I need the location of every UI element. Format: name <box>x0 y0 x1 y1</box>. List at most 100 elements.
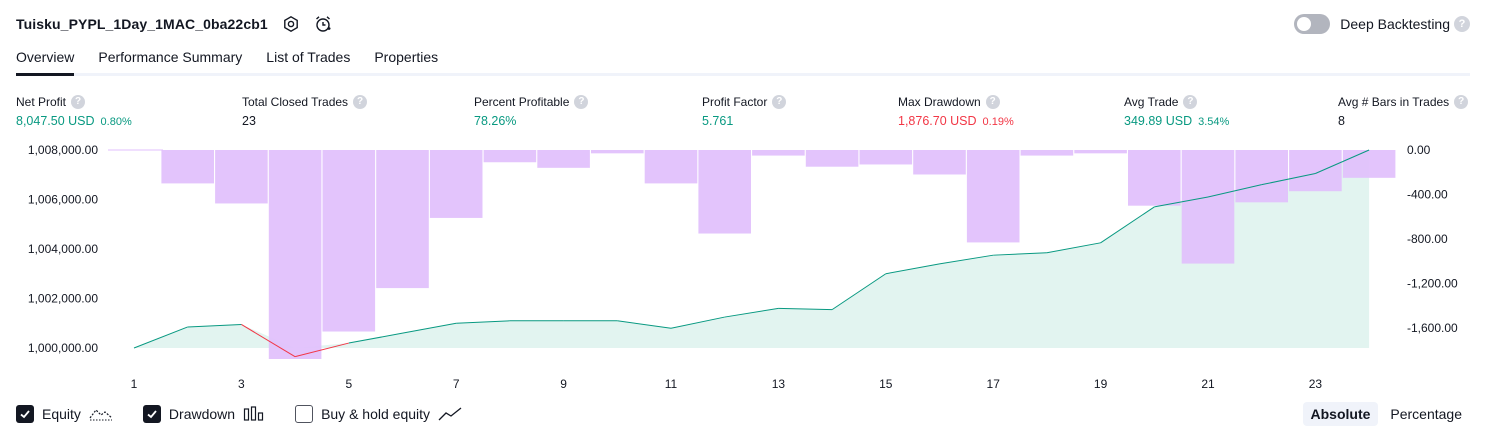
drawdown-bar <box>752 150 805 156</box>
right-axis-tick-label: 0.00 <box>1407 143 1431 157</box>
metric-percent: 0.80% <box>100 116 132 128</box>
metric-percent: 0.19% <box>982 116 1014 128</box>
equity-line-segment <box>348 332 403 344</box>
left-axis-tick-label: 1,002,000.00 <box>28 292 98 306</box>
metric-value: 8,047.50 USD <box>16 114 95 128</box>
x-axis-tick-label: 15 <box>879 377 893 391</box>
equity-line-segment <box>831 273 887 311</box>
drawdown-bar <box>698 150 751 234</box>
metric-total-closed-trades: Total Closed Trades? 23 <box>242 94 368 128</box>
right-axis-tick-label: -400.00 <box>1407 188 1448 202</box>
metric-value: 8 <box>1338 114 1345 128</box>
equity-line-segment <box>1207 184 1262 198</box>
drawdown-bar <box>966 150 1020 243</box>
equity-line-segment <box>1315 149 1370 174</box>
metric-label: Profit Factor <box>702 94 768 109</box>
legend-buy-hold[interactable]: Buy & hold equity <box>295 405 462 423</box>
legend-drawdown[interactable]: Drawdown <box>142 405 265 423</box>
tab-bar: Overview Performance Summary List of Tra… <box>16 46 1470 76</box>
equity-line-segment <box>617 320 672 329</box>
metric-value: 5.761 <box>702 114 734 128</box>
metric-label: Avg # Bars in Trades <box>1338 94 1450 109</box>
drawdown-checkbox[interactable] <box>142 405 161 423</box>
metric-net-profit: Net Profit? 8,047.50 USD 0.80% <box>16 94 132 128</box>
drawdown-bar <box>913 150 966 175</box>
help-icon[interactable]: ? <box>985 94 1000 109</box>
help-icon[interactable]: ? <box>772 94 787 109</box>
tab-list-of-trades[interactable]: List of Trades <box>266 49 351 65</box>
alarm-clock-icon[interactable] <box>312 13 334 35</box>
drawdown-bar <box>1235 150 1288 203</box>
drawdown-bar <box>805 150 859 167</box>
equity-line-segment <box>1046 242 1101 254</box>
help-icon[interactable]: ? <box>574 94 589 109</box>
strategy-title: Tuisku_PYPL_1Day_1MAC_0ba22cb1 <box>16 16 268 32</box>
tab-properties[interactable]: Properties <box>374 49 439 65</box>
help-icon[interactable]: ? <box>71 94 86 109</box>
tab-overview[interactable]: Overview <box>16 46 75 76</box>
drawdown-bar <box>215 150 268 204</box>
equity-line-segment <box>187 323 242 328</box>
drawdown-bar <box>1020 150 1074 156</box>
metric-label: Avg Trade <box>1124 94 1179 109</box>
right-axis-tick-label: -800.00 <box>1407 232 1448 246</box>
legend-label: Drawdown <box>168 406 236 422</box>
equity-line-segment <box>993 252 1047 256</box>
drawdown-bar <box>1128 150 1181 206</box>
metric-value: 1,876.70 USD <box>898 114 977 128</box>
legend-equity[interactable]: Equity <box>16 405 113 423</box>
x-axis-tick-label: 21 <box>1201 377 1215 391</box>
equity-line-segment <box>1100 206 1155 244</box>
equity-drawdown-chart[interactable]: 1,008,000.00 1,006,000.00 1,004,000.00 1,00… <box>0 140 1486 394</box>
metric-max-drawdown: Max Drawdown? 1,876.70 USD 0.19% <box>898 94 1014 128</box>
equity-line-segment <box>724 307 779 318</box>
deep-backtesting-control: Deep Backtesting ? <box>1294 13 1470 35</box>
percentage-button[interactable]: Percentage <box>1390 406 1462 422</box>
drawdown-bar <box>591 150 644 154</box>
metric-avg-bars-in-trades: Avg # Bars in Trades? 8 <box>1338 94 1469 128</box>
x-axis-tick-label: 9 <box>560 377 567 391</box>
metric-label: Max Drawdown <box>898 94 981 109</box>
equity-line-segment <box>294 342 349 358</box>
metric-label: Percent Profitable <box>474 94 570 109</box>
drawdown-bar <box>483 150 537 163</box>
buy-hold-line-icon <box>438 406 462 422</box>
settings-gear-icon[interactable] <box>280 13 302 35</box>
help-icon[interactable]: ? <box>1454 16 1470 32</box>
drawdown-bar <box>268 150 322 359</box>
help-icon[interactable]: ? <box>1183 94 1198 109</box>
metric-percent: 3.54% <box>1198 116 1230 128</box>
drawdown-bar <box>161 150 214 184</box>
scale-mode-switch: Absolute Percentage <box>1299 401 1471 427</box>
equity-line-segment <box>778 307 833 311</box>
equity-line-segment <box>456 320 510 324</box>
drawdown-bars-icon <box>243 406 265 422</box>
x-axis-tick-label: 1 <box>131 377 138 391</box>
legend-label: Equity <box>42 406 81 422</box>
absolute-button[interactable]: Absolute <box>1302 402 1379 426</box>
equity-checkbox[interactable] <box>16 405 34 423</box>
equity-line-icon <box>89 406 113 422</box>
deep-backtesting-toggle[interactable] <box>1294 14 1331 34</box>
equity-line-segment <box>402 322 457 334</box>
metric-label: Net Profit <box>16 94 67 109</box>
equity-line-segment <box>885 263 940 275</box>
metric-value: 349.89 USD <box>1124 114 1193 128</box>
buy-hold-checkbox[interactable] <box>295 405 314 423</box>
drawdown-bar <box>429 150 483 218</box>
left-axis-tick-label: 1,008,000.00 <box>28 143 98 157</box>
help-icon[interactable]: ? <box>353 94 368 109</box>
metrics-row: Net Profit? 8,047.50 USD 0.80% Total Clos… <box>16 94 1470 130</box>
drawdown-bar <box>859 150 913 165</box>
x-axis-tick-label: 13 <box>772 377 786 391</box>
right-axis-tick-label: -1,600.00 <box>1407 321 1458 335</box>
strategy-header: Tuisku_PYPL_1Day_1MAC_0ba22cb1 <box>16 13 334 35</box>
legend-label: Buy & hold equity <box>321 406 431 422</box>
help-icon[interactable]: ? <box>1454 94 1469 109</box>
x-axis-tick-label: 17 <box>987 377 1001 391</box>
metric-avg-trade: Avg Trade? 349.89 USD 3.54% <box>1124 94 1229 128</box>
tab-performance-summary[interactable]: Performance Summary <box>98 49 243 65</box>
metric-value: 78.26% <box>474 114 517 128</box>
equity-line-segment <box>670 316 725 329</box>
drawdown-bar <box>1181 150 1235 264</box>
